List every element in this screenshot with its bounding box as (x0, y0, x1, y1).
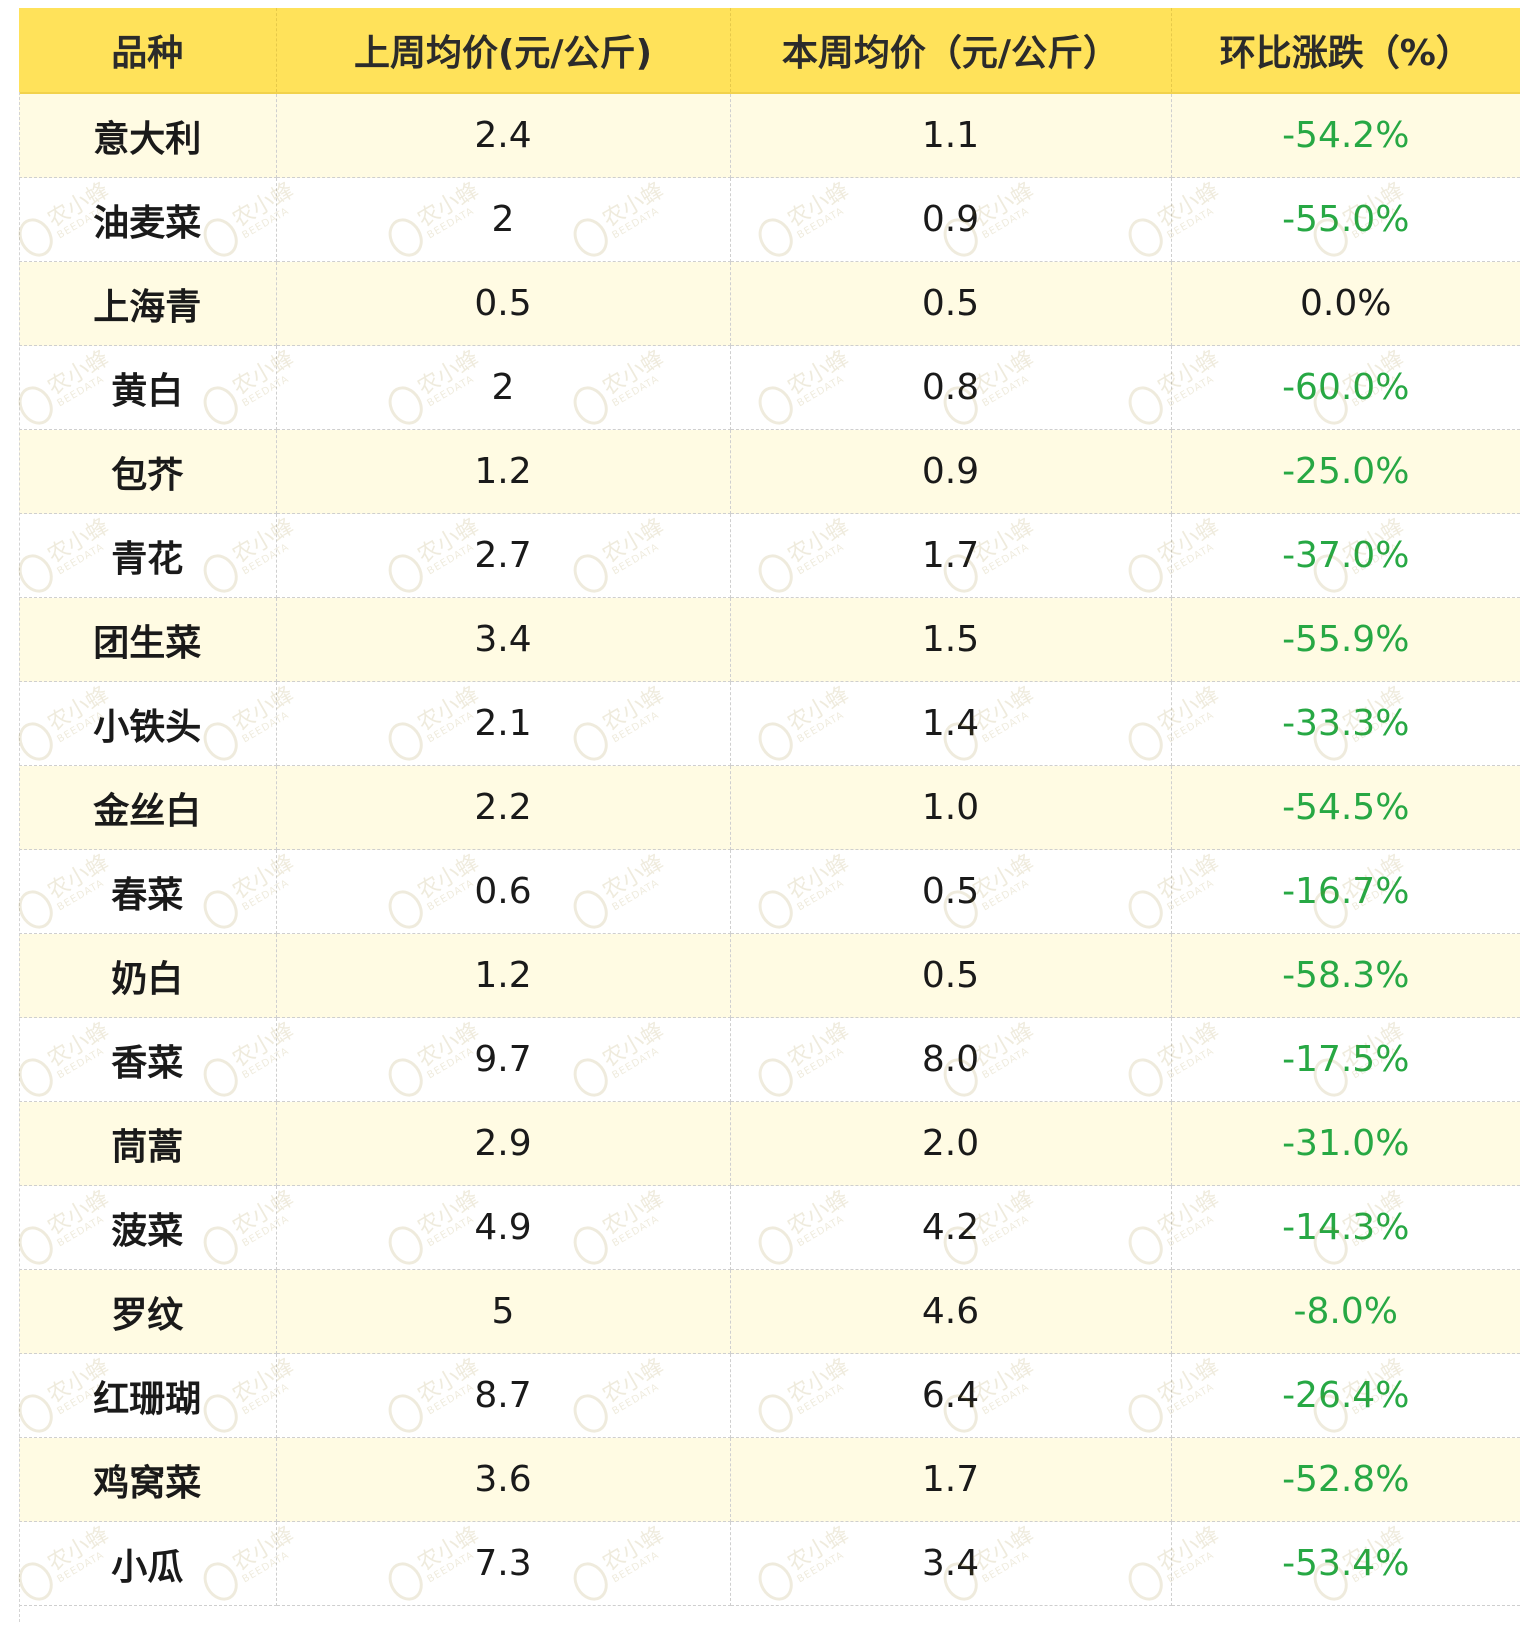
cell-last-week-price: 1.2 (276, 429, 731, 514)
cell-change: -33.3% (1171, 681, 1520, 766)
table-row: 菠菜 4.9 4.2 -14.3% (19, 1185, 1520, 1270)
table-row: 小瓜 7.3 3.4 -53.4% (19, 1521, 1520, 1606)
cell-this-week-price: 2.0 (730, 1101, 1172, 1186)
cell-last-week-price: 2.2 (276, 765, 731, 850)
table-row: 青花 2.7 1.7 -37.0% (19, 513, 1520, 598)
cell-this-week-price: 6.4 (730, 1353, 1172, 1438)
cell-this-week-price: 0.5 (730, 849, 1172, 934)
table-row: 红珊瑚 8.7 6.4 -26.4% (19, 1353, 1520, 1438)
cell-this-week-price: 0.8 (730, 345, 1172, 430)
table-left-border (19, 92, 21, 1622)
cell-variety: 鸡窝菜 (19, 1437, 277, 1522)
cell-variety: 意大利 (19, 93, 277, 178)
cell-this-week-price: 0.5 (730, 261, 1172, 346)
table-row: 黄白 2 0.8 -60.0% (19, 345, 1520, 430)
header-variety: 品种 (19, 8, 277, 94)
cell-this-week-price: 1.7 (730, 1437, 1172, 1522)
cell-this-week-price: 1.0 (730, 765, 1172, 850)
cell-variety: 小铁头 (19, 681, 277, 766)
table-row: 金丝白 2.2 1.0 -54.5% (19, 765, 1520, 850)
cell-last-week-price: 0.6 (276, 849, 731, 934)
cell-change: -26.4% (1171, 1353, 1520, 1438)
cell-change: -58.3% (1171, 933, 1520, 1018)
cell-last-week-price: 8.7 (276, 1353, 731, 1438)
cell-last-week-price: 2.1 (276, 681, 731, 766)
cell-change: -25.0% (1171, 429, 1520, 514)
cell-change: -17.5% (1171, 1017, 1520, 1102)
cell-variety: 青花 (19, 513, 277, 598)
cell-this-week-price: 4.2 (730, 1185, 1172, 1270)
table-row: 香菜 9.7 8.0 -17.5% (19, 1017, 1520, 1102)
cell-last-week-price: 2.4 (276, 93, 731, 178)
cell-variety: 奶白 (19, 933, 277, 1018)
cell-change: -55.0% (1171, 177, 1520, 262)
cell-this-week-price: 3.4 (730, 1521, 1172, 1606)
table-row: 奶白 1.2 0.5 -58.3% (19, 933, 1520, 1018)
cell-change: -54.2% (1171, 93, 1520, 178)
cell-last-week-price: 7.3 (276, 1521, 731, 1606)
cell-variety: 上海青 (19, 261, 277, 346)
price-table-container: 品种 上周均价(元/公斤) 本周均价（元/公斤） 环比涨跌（%） 意大利 2.4 1… (19, 8, 1520, 1606)
cell-this-week-price: 0.5 (730, 933, 1172, 1018)
cell-this-week-price: 0.9 (730, 429, 1172, 514)
cell-this-week-price: 0.9 (730, 177, 1172, 262)
cell-last-week-price: 0.5 (276, 261, 731, 346)
cell-change: -16.7% (1171, 849, 1520, 934)
table-row: 意大利 2.4 1.1 -54.2% (19, 93, 1520, 178)
header-last-week-price: 上周均价(元/公斤) (276, 8, 731, 94)
cell-last-week-price: 3.6 (276, 1437, 731, 1522)
table-row: 鸡窝菜 3.6 1.7 -52.8% (19, 1437, 1520, 1522)
cell-last-week-price: 3.4 (276, 597, 731, 682)
cell-change: -55.9% (1171, 597, 1520, 682)
cell-last-week-price: 2 (276, 177, 731, 262)
cell-last-week-price: 2.7 (276, 513, 731, 598)
cell-variety: 小瓜 (19, 1521, 277, 1606)
table-row: 包芥 1.2 0.9 -25.0% (19, 429, 1520, 514)
table-header-row: 品种 上周均价(元/公斤) 本周均价（元/公斤） 环比涨跌（%） (19, 8, 1520, 94)
header-change: 环比涨跌（%） (1171, 8, 1520, 94)
cell-change: -37.0% (1171, 513, 1520, 598)
table-row: 小铁头 2.1 1.4 -33.3% (19, 681, 1520, 766)
cell-last-week-price: 9.7 (276, 1017, 731, 1102)
cell-variety: 包芥 (19, 429, 277, 514)
table-row: 罗纹 5 4.6 -8.0% (19, 1269, 1520, 1354)
cell-variety: 金丝白 (19, 765, 277, 850)
table-row: 茼蒿 2.9 2.0 -31.0% (19, 1101, 1520, 1186)
cell-change: -54.5% (1171, 765, 1520, 850)
table-body: 意大利 2.4 1.1 -54.2% 油麦菜 2 0.9 -55.0% 上海青 0.5 0.5 0.0… (19, 93, 1520, 1606)
cell-change: -60.0% (1171, 345, 1520, 430)
cell-variety: 黄白 (19, 345, 277, 430)
cell-variety: 香菜 (19, 1017, 277, 1102)
table-row: 上海青 0.5 0.5 0.0% (19, 261, 1520, 346)
cell-last-week-price: 5 (276, 1269, 731, 1354)
cell-this-week-price: 1.4 (730, 681, 1172, 766)
cell-change: -31.0% (1171, 1101, 1520, 1186)
cell-this-week-price: 4.6 (730, 1269, 1172, 1354)
table-row: 春菜 0.6 0.5 -16.7% (19, 849, 1520, 934)
table-row: 团生菜 3.4 1.5 -55.9% (19, 597, 1520, 682)
cell-last-week-price: 2.9 (276, 1101, 731, 1186)
cell-this-week-price: 8.0 (730, 1017, 1172, 1102)
cell-variety: 茼蒿 (19, 1101, 277, 1186)
cell-change: -53.4% (1171, 1521, 1520, 1606)
cell-last-week-price: 1.2 (276, 933, 731, 1018)
cell-change: -8.0% (1171, 1269, 1520, 1354)
header-this-week-price: 本周均价（元/公斤） (730, 8, 1172, 94)
price-table: 品种 上周均价(元/公斤) 本周均价（元/公斤） 环比涨跌（%） 意大利 2.4 1… (19, 8, 1520, 1606)
cell-this-week-price: 1.7 (730, 513, 1172, 598)
cell-change: -52.8% (1171, 1437, 1520, 1522)
cell-this-week-price: 1.5 (730, 597, 1172, 682)
cell-last-week-price: 4.9 (276, 1185, 731, 1270)
cell-change: 0.0% (1171, 261, 1520, 346)
table-row: 油麦菜 2 0.9 -55.0% (19, 177, 1520, 262)
cell-variety: 油麦菜 (19, 177, 277, 262)
cell-variety: 菠菜 (19, 1185, 277, 1270)
cell-this-week-price: 1.1 (730, 93, 1172, 178)
cell-variety: 团生菜 (19, 597, 277, 682)
cell-variety: 红珊瑚 (19, 1353, 277, 1438)
cell-variety: 罗纹 (19, 1269, 277, 1354)
cell-variety: 春菜 (19, 849, 277, 934)
cell-change: -14.3% (1171, 1185, 1520, 1270)
cell-last-week-price: 2 (276, 345, 731, 430)
